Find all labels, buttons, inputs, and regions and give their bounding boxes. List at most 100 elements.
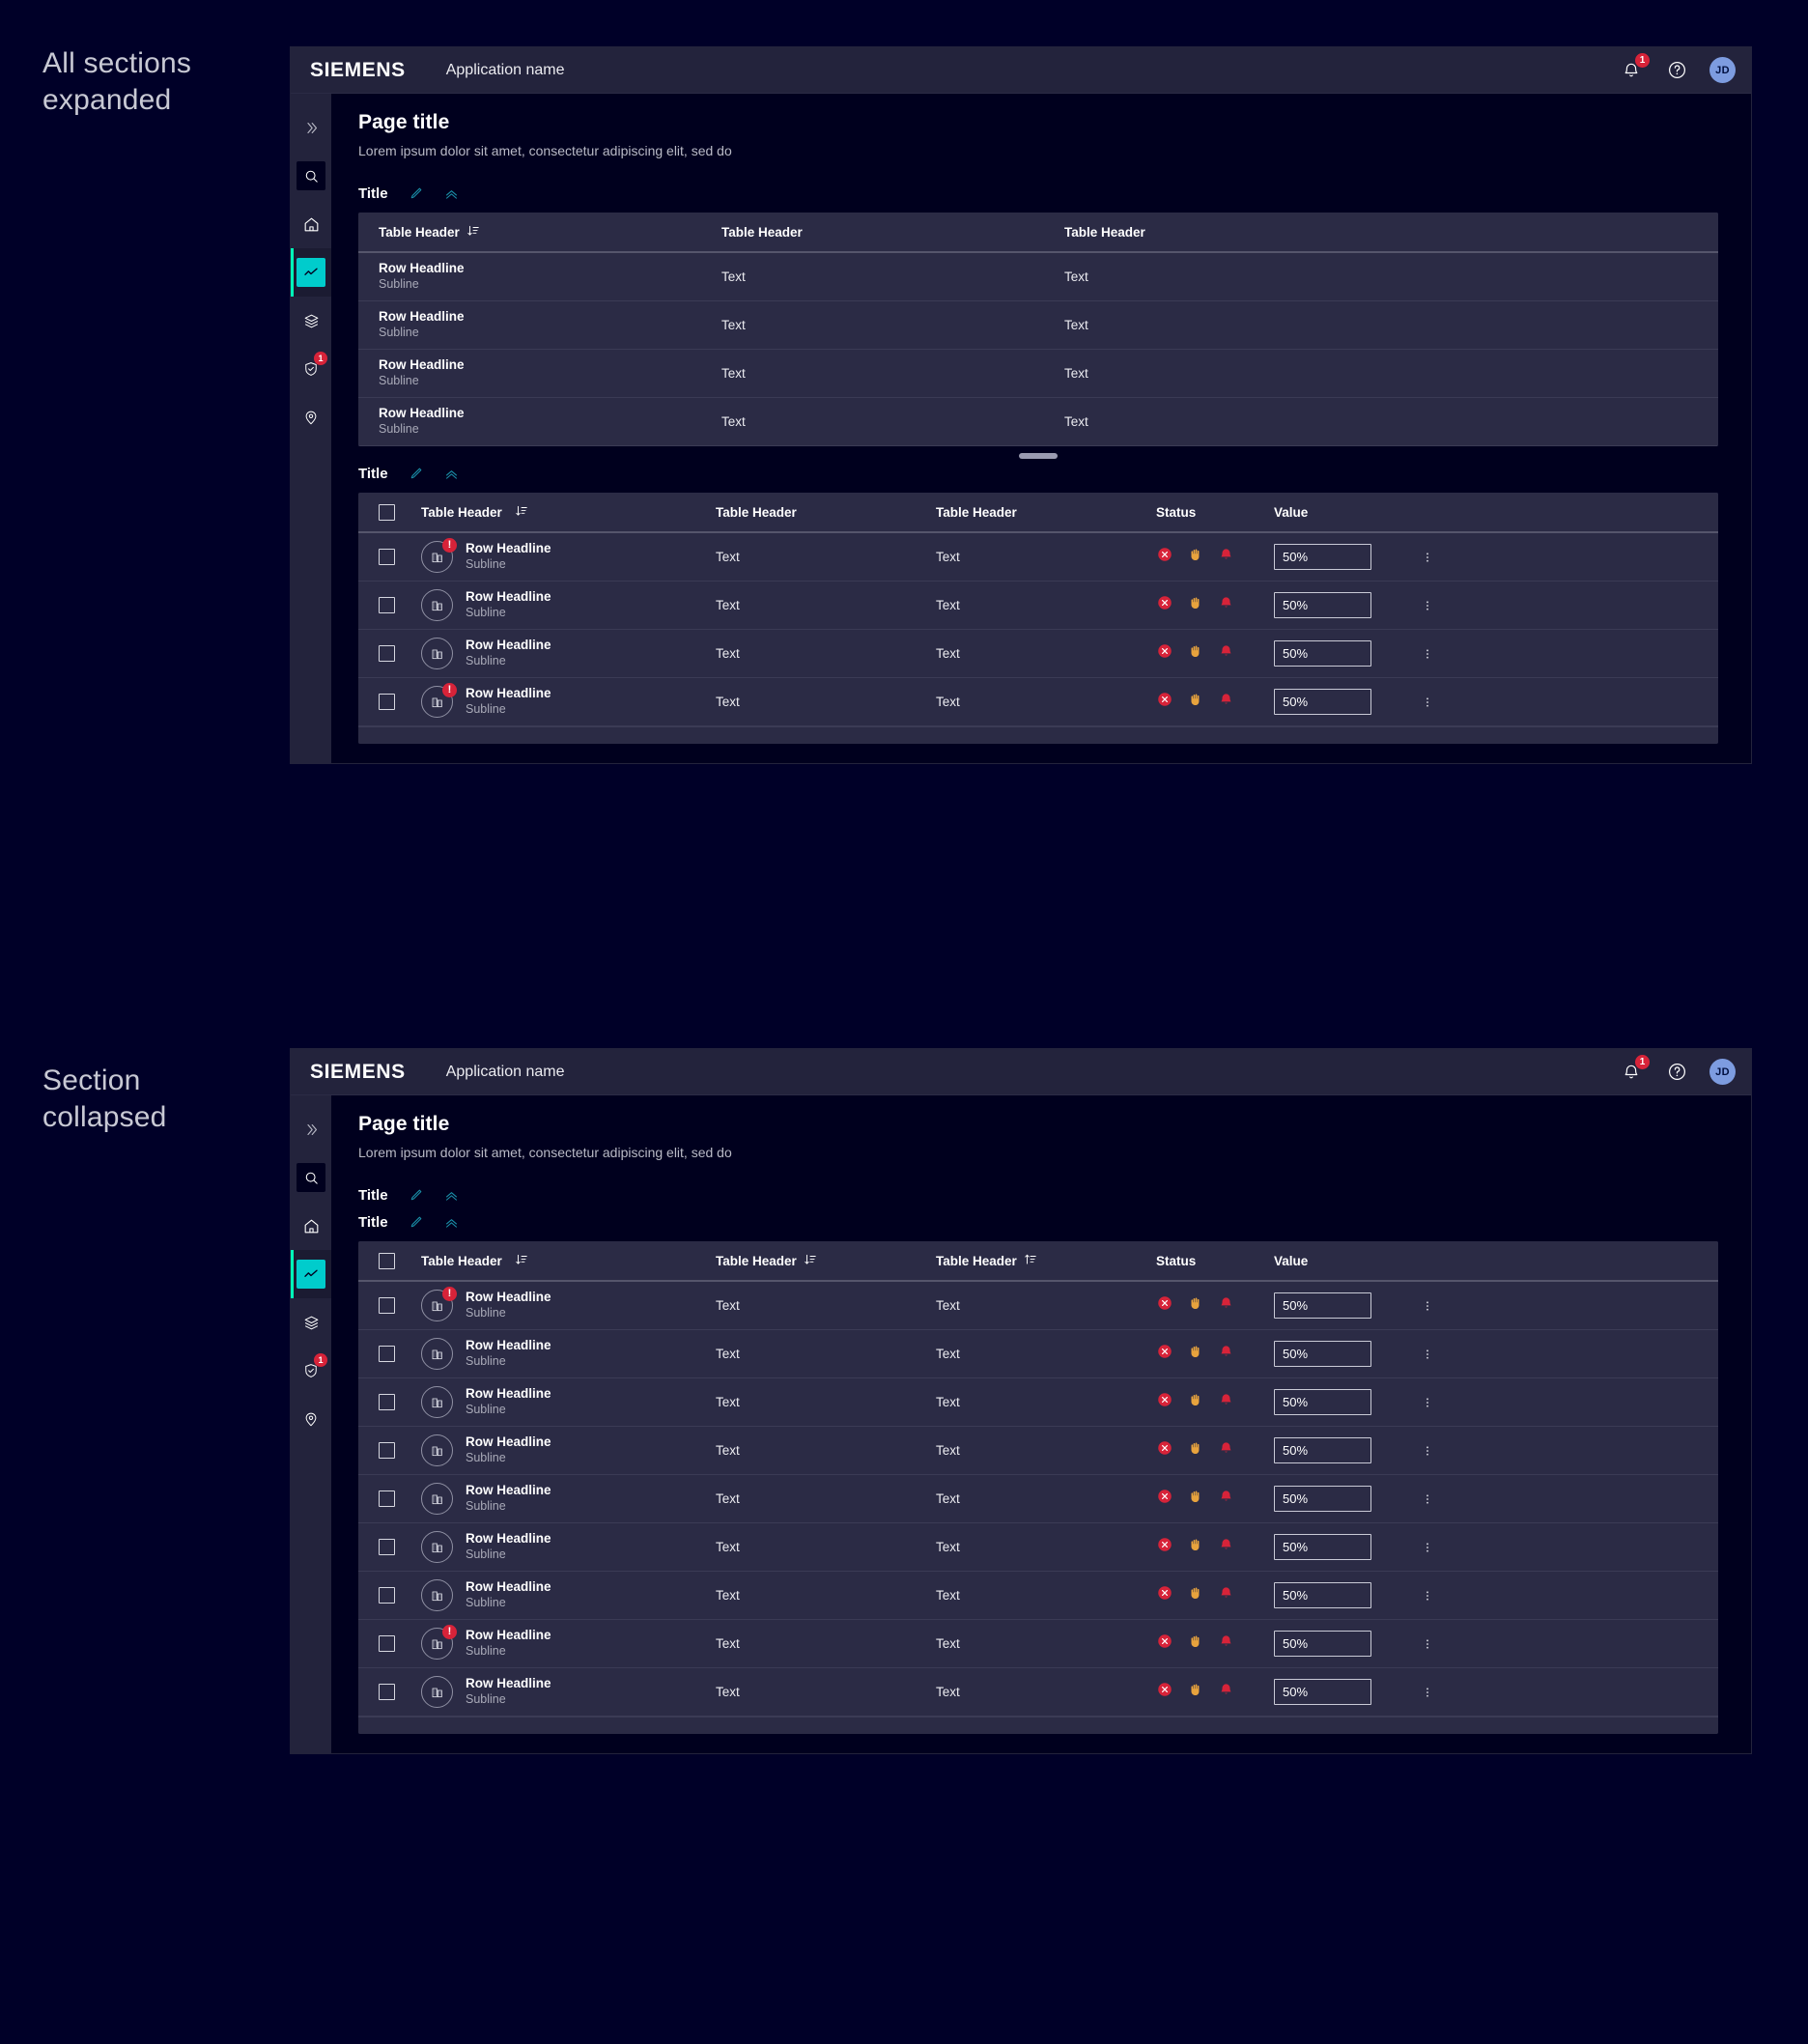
table-row[interactable]: Row Headline Subline Text Text [358, 1523, 1718, 1572]
more-vertical-icon[interactable] [1420, 1395, 1435, 1410]
hand-stop-icon[interactable] [1187, 1391, 1204, 1413]
table-row[interactable]: ! Row Headline Subline Text Text [358, 533, 1718, 582]
row-checkbox[interactable] [379, 694, 395, 710]
column-header-3[interactable]: Table Header [936, 505, 1156, 520]
table-row[interactable]: Row Headline Subline Text Text [358, 630, 1718, 678]
hand-stop-icon[interactable] [1187, 1584, 1204, 1606]
row-checkbox[interactable] [379, 1442, 395, 1459]
value-input[interactable] [1274, 1486, 1371, 1512]
error-circle-icon[interactable] [1156, 1439, 1173, 1462]
alarm-bell-icon[interactable] [1218, 547, 1234, 568]
alarm-bell-icon[interactable] [1218, 1392, 1234, 1413]
error-circle-icon[interactable] [1156, 1488, 1173, 1510]
value-input[interactable] [1274, 689, 1371, 715]
hand-stop-icon[interactable] [1187, 1632, 1204, 1655]
row-checkbox[interactable] [379, 549, 395, 565]
row-checkbox[interactable] [379, 1346, 395, 1362]
table-row[interactable]: ! Row Headline Subline Text Text [358, 678, 1718, 726]
error-circle-icon[interactable] [1156, 594, 1173, 616]
hand-stop-icon[interactable] [1187, 642, 1204, 665]
alarm-bell-icon[interactable] [1218, 1344, 1234, 1365]
value-input[interactable] [1274, 1292, 1371, 1319]
sidebar-item-analytics[interactable] [291, 248, 331, 297]
error-circle-icon[interactable] [1156, 642, 1173, 665]
pencil-icon[interactable] [408, 185, 424, 202]
alarm-bell-icon[interactable] [1218, 692, 1234, 713]
table-row[interactable]: Row Headline Subline Text Text [358, 398, 1718, 446]
table-row[interactable]: Row Headline Subline Text Text [358, 1668, 1718, 1717]
value-input[interactable] [1274, 1534, 1371, 1560]
column-header-1[interactable]: Table Header [379, 224, 721, 241]
column-header-3[interactable]: Table Header [936, 1253, 1156, 1269]
sidebar-item-search[interactable] [291, 152, 331, 200]
value-input[interactable] [1274, 640, 1371, 667]
alarm-bell-icon[interactable] [1218, 1295, 1234, 1317]
hand-stop-icon[interactable] [1187, 594, 1204, 616]
column-header-2[interactable]: Table Header [716, 1253, 936, 1269]
avatar[interactable]: JD [1709, 1059, 1736, 1085]
more-vertical-icon[interactable] [1420, 1636, 1435, 1652]
more-vertical-icon[interactable] [1420, 1540, 1435, 1555]
column-header-3[interactable]: Table Header [1064, 225, 1718, 240]
row-checkbox[interactable] [379, 597, 395, 613]
avatar[interactable]: JD [1709, 57, 1736, 83]
row-checkbox[interactable] [379, 1394, 395, 1410]
value-input[interactable] [1274, 592, 1371, 618]
error-circle-icon[interactable] [1156, 1536, 1173, 1558]
table-row[interactable]: Row Headline Subline Text Text [358, 582, 1718, 630]
table-row[interactable]: Row Headline Subline Text Text [358, 1378, 1718, 1427]
alarm-bell-icon[interactable] [1218, 1682, 1234, 1703]
chevron-double-up-icon[interactable] [443, 185, 460, 202]
row-checkbox[interactable] [379, 1635, 395, 1652]
alarm-bell-icon[interactable] [1218, 1489, 1234, 1510]
drag-handle[interactable] [1019, 453, 1058, 459]
row-checkbox[interactable] [379, 1587, 395, 1604]
bell-icon[interactable]: 1 [1619, 52, 1650, 83]
row-checkbox[interactable] [379, 1490, 395, 1507]
sidebar-item-location[interactable] [291, 393, 331, 441]
alarm-bell-icon[interactable] [1218, 1585, 1234, 1606]
row-checkbox[interactable] [379, 645, 395, 662]
sidebar-item-security[interactable]: 1 [291, 345, 331, 393]
more-vertical-icon[interactable] [1420, 1588, 1435, 1604]
table-row[interactable]: Row Headline Subline Text Text [358, 350, 1718, 398]
value-input[interactable] [1274, 1341, 1371, 1367]
more-vertical-icon[interactable] [1420, 646, 1435, 662]
hand-stop-icon[interactable] [1187, 1488, 1204, 1510]
value-input[interactable] [1274, 1631, 1371, 1657]
chevron-double-up-icon[interactable] [443, 1214, 460, 1231]
more-vertical-icon[interactable] [1420, 1443, 1435, 1459]
sidebar-item-layers[interactable] [291, 297, 331, 345]
alarm-bell-icon[interactable] [1218, 1440, 1234, 1462]
sidebar-item-home[interactable] [291, 200, 331, 248]
sidebar-item-layers[interactable] [291, 1298, 331, 1347]
hand-stop-icon[interactable] [1187, 546, 1204, 568]
column-header-2[interactable]: Table Header [716, 505, 936, 520]
hand-stop-icon[interactable] [1187, 1536, 1204, 1558]
hand-stop-icon[interactable] [1187, 1294, 1204, 1317]
column-header-status[interactable]: Status [1156, 505, 1274, 520]
pencil-icon[interactable] [408, 1187, 424, 1204]
table-row[interactable]: Row Headline Subline Text Text [358, 1475, 1718, 1523]
sidebar-item-expand-rail[interactable] [291, 103, 331, 152]
sidebar-item-analytics[interactable] [291, 1250, 331, 1298]
sidebar-item-home[interactable] [291, 1202, 331, 1250]
sidebar-item-expand-rail[interactable] [291, 1105, 331, 1153]
error-circle-icon[interactable] [1156, 1681, 1173, 1703]
more-vertical-icon[interactable] [1420, 1491, 1435, 1507]
value-input[interactable] [1274, 1437, 1371, 1463]
more-vertical-icon[interactable] [1420, 1685, 1435, 1700]
column-header-1[interactable]: Table Header [421, 1253, 716, 1269]
row-checkbox[interactable] [379, 1297, 395, 1314]
select-all-checkbox[interactable] [379, 503, 395, 521]
sidebar-item-location[interactable] [291, 1395, 331, 1443]
value-input[interactable] [1274, 1389, 1371, 1415]
sidebar-item-security[interactable]: 1 [291, 1347, 331, 1395]
table-row[interactable]: Row Headline Subline Text Text [358, 253, 1718, 301]
value-input[interactable] [1274, 1582, 1371, 1608]
more-vertical-icon[interactable] [1420, 1298, 1435, 1314]
table-row[interactable]: Row Headline Subline Text Text [358, 1572, 1718, 1620]
more-vertical-icon[interactable] [1420, 598, 1435, 613]
bell-icon[interactable]: 1 [1619, 1054, 1650, 1085]
table-row[interactable]: ! Row Headline Subline Text Text [358, 1282, 1718, 1330]
